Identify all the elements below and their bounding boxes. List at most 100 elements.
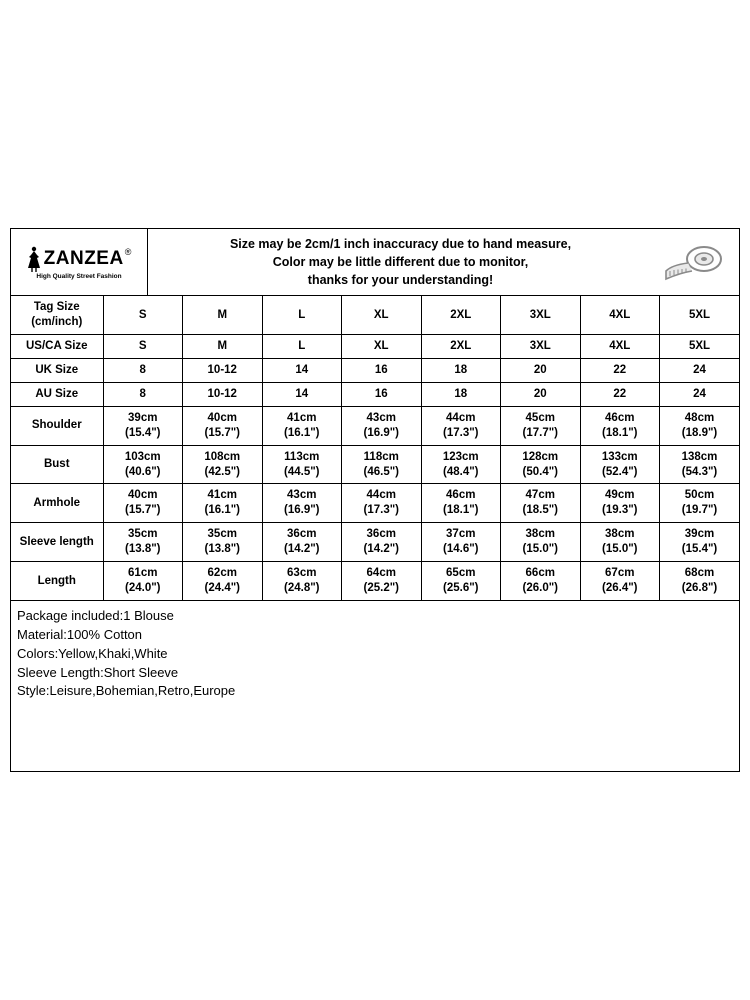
size-header: XL	[342, 296, 422, 334]
size-header: S	[103, 296, 183, 334]
table-cell: 36cm(14.2")	[262, 523, 342, 562]
tape-measure-icon	[653, 229, 739, 295]
table-cell: 24	[660, 358, 740, 382]
header-note-line: thanks for your understanding!	[308, 271, 493, 289]
table-cell: 123cm(48.4")	[421, 445, 501, 484]
table-cell: 44cm(17.3")	[421, 406, 501, 445]
table-cell: 40cm(15.7")	[183, 406, 263, 445]
size-header: 3XL	[501, 296, 581, 334]
brand-logo: ZANZEA ® High Quality Street Fashion	[11, 229, 148, 295]
registered-mark: ®	[125, 247, 132, 257]
table-cell: 49cm(19.3")	[580, 484, 660, 523]
row-label: AU Size	[11, 382, 103, 406]
table-cell: 40cm(15.7")	[103, 484, 183, 523]
header-note-line: Color may be little different due to mon…	[273, 253, 529, 271]
table-cell: 61cm(24.0")	[103, 562, 183, 601]
row-label: Shoulder	[11, 406, 103, 445]
table-cell: S	[103, 334, 183, 358]
table-cell: 22	[580, 382, 660, 406]
note-line: Package included:1 Blouse	[17, 607, 733, 626]
size-table: Tag Size(cm/inch)SMLXL2XL3XL4XL5XL US/CA …	[11, 296, 739, 601]
row-label: Bust	[11, 445, 103, 484]
table-cell: XL	[342, 334, 422, 358]
table-cell: 133cm(52.4")	[580, 445, 660, 484]
table-cell: 68cm(26.8")	[660, 562, 740, 601]
table-cell: 64cm(25.2")	[342, 562, 422, 601]
size-header: L	[262, 296, 342, 334]
table-cell: 3XL	[501, 334, 581, 358]
table-cell: 20	[501, 382, 581, 406]
table-cell: 18	[421, 358, 501, 382]
table-cell: 41cm(16.1")	[262, 406, 342, 445]
row-label: Tag Size(cm/inch)	[11, 296, 103, 334]
table-cell: 14	[262, 382, 342, 406]
table-cell: 20	[501, 358, 581, 382]
product-notes: Package included:1 BlouseMaterial:100% C…	[11, 601, 739, 771]
table-cell: 37cm(14.6")	[421, 523, 501, 562]
table-cell: 48cm(18.9")	[660, 406, 740, 445]
table-cell: 14	[262, 358, 342, 382]
note-line: Colors:Yellow,Khaki,White	[17, 645, 733, 664]
size-header: 4XL	[580, 296, 660, 334]
row-label: Armhole	[11, 484, 103, 523]
table-cell: 103cm(40.6")	[103, 445, 183, 484]
row-label: UK Size	[11, 358, 103, 382]
table-cell: 10-12	[183, 358, 263, 382]
table-cell: 22	[580, 358, 660, 382]
table-cell: 67cm(26.4")	[580, 562, 660, 601]
size-header: 5XL	[660, 296, 740, 334]
table-cell: M	[183, 334, 263, 358]
table-cell: 38cm(15.0")	[501, 523, 581, 562]
table-cell: 24	[660, 382, 740, 406]
table-cell: 45cm(17.7")	[501, 406, 581, 445]
table-cell: 44cm(17.3")	[342, 484, 422, 523]
table-cell: 39cm(15.4")	[103, 406, 183, 445]
table-cell: 50cm(19.7")	[660, 484, 740, 523]
table-cell: 39cm(15.4")	[660, 523, 740, 562]
table-cell: 66cm(26.0")	[501, 562, 581, 601]
note-line: Style:Leisure,Bohemian,Retro,Europe	[17, 682, 733, 701]
brand-name: ZANZEA	[44, 249, 124, 268]
size-header: 2XL	[421, 296, 501, 334]
table-cell: 35cm(13.8")	[103, 523, 183, 562]
table-cell: 36cm(14.2")	[342, 523, 422, 562]
table-cell: 10-12	[183, 382, 263, 406]
table-cell: 47cm(18.5")	[501, 484, 581, 523]
header-row: ZANZEA ® High Quality Street Fashion Siz…	[11, 229, 739, 296]
table-cell: 8	[103, 382, 183, 406]
table-cell: 62cm(24.4")	[183, 562, 263, 601]
table-cell: 128cm(50.4")	[501, 445, 581, 484]
table-cell: 108cm(42.5")	[183, 445, 263, 484]
table-cell: L	[262, 334, 342, 358]
brand-tagline: High Quality Street Fashion	[15, 273, 143, 280]
table-cell: 43cm(16.9")	[342, 406, 422, 445]
table-cell: 113cm(44.5")	[262, 445, 342, 484]
row-label: Sleeve length	[11, 523, 103, 562]
table-cell: 41cm(16.1")	[183, 484, 263, 523]
header-note-line: Size may be 2cm/1 inch inaccuracy due to…	[230, 235, 571, 253]
table-cell: 46cm(18.1")	[421, 484, 501, 523]
table-cell: 16	[342, 358, 422, 382]
note-line: Sleeve Length:Short Sleeve	[17, 664, 733, 683]
table-cell: 8	[103, 358, 183, 382]
table-cell: 46cm(18.1")	[580, 406, 660, 445]
table-cell: 18	[421, 382, 501, 406]
table-cell: 43cm(16.9")	[262, 484, 342, 523]
size-header: M	[183, 296, 263, 334]
dress-figure-icon	[26, 246, 42, 272]
note-line: Material:100% Cotton	[17, 626, 733, 645]
table-cell: 63cm(24.8")	[262, 562, 342, 601]
table-cell: 38cm(15.0")	[580, 523, 660, 562]
table-cell: 2XL	[421, 334, 501, 358]
table-cell: 138cm(54.3")	[660, 445, 740, 484]
table-cell: 4XL	[580, 334, 660, 358]
row-label: US/CA Size	[11, 334, 103, 358]
header-note: Size may be 2cm/1 inch inaccuracy due to…	[148, 229, 653, 295]
table-cell: 16	[342, 382, 422, 406]
table-cell: 5XL	[660, 334, 740, 358]
table-cell: 118cm(46.5")	[342, 445, 422, 484]
size-chart: ZANZEA ® High Quality Street Fashion Siz…	[10, 228, 740, 773]
table-cell: 35cm(13.8")	[183, 523, 263, 562]
row-label: Length	[11, 562, 103, 601]
table-cell: 65cm(25.6")	[421, 562, 501, 601]
